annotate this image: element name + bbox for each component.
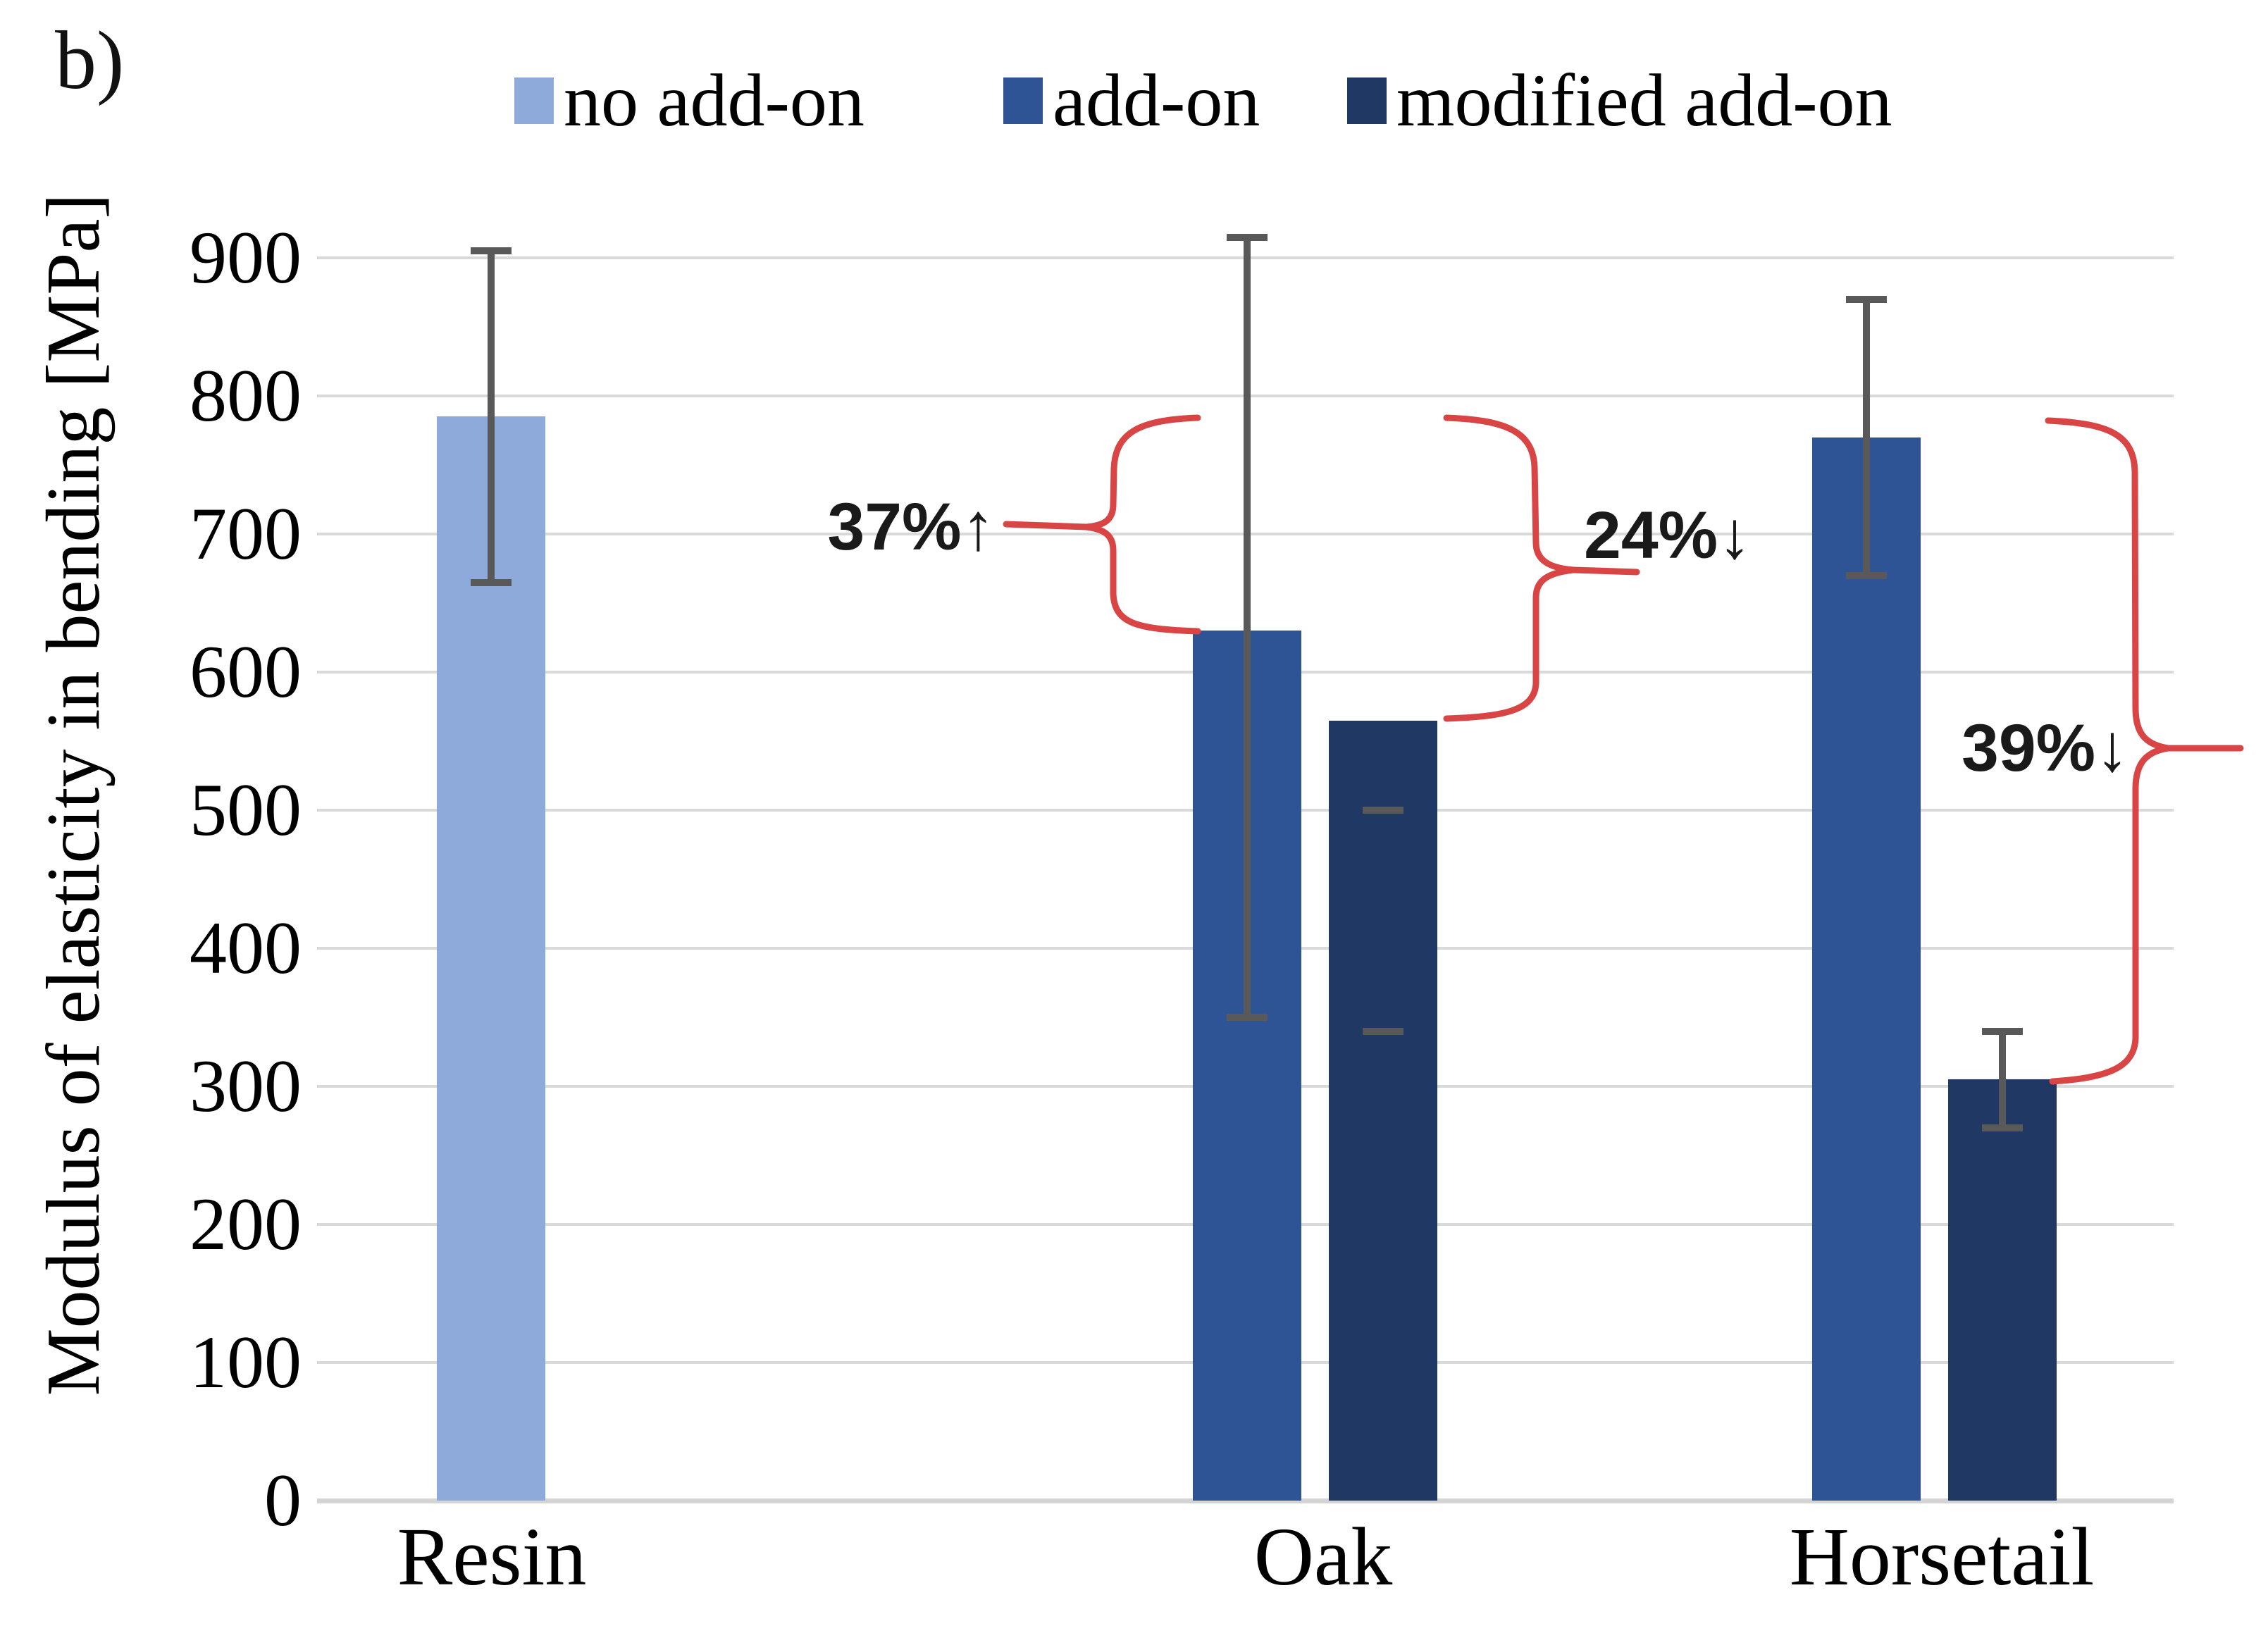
y-tick-label-400: 400: [190, 907, 302, 989]
error-cap-bottom: [1363, 807, 1403, 814]
bar-horsetail-add-on: [1812, 437, 1921, 1501]
y-tick-label-300: 300: [190, 1045, 302, 1127]
error-bar-oak-add-on: [1244, 237, 1251, 1017]
legend-swatch-modified-add-on-icon: [1347, 77, 1387, 124]
annotation-label-37-percent-up: 37%↑: [827, 490, 995, 564]
bar-horsetail-modified-add-on: [1948, 1079, 2057, 1501]
legend-swatch-add-on-icon: [1003, 77, 1043, 124]
error-cap-bottom: [1846, 571, 1887, 579]
legend-label: no add-on: [564, 59, 865, 142]
legend-label: modified add-on: [1396, 59, 1892, 142]
annotation-label-24-percent-down: 24%↓: [1584, 498, 1752, 573]
error-cap-bottom: [471, 578, 512, 586]
error-cap-top: [1227, 233, 1268, 241]
legend-label: add-on: [1053, 59, 1260, 142]
y-tick-label-100: 100: [190, 1321, 302, 1403]
x-category-label-resin: Resin: [397, 1510, 587, 1603]
y-tick-label-800: 800: [190, 354, 302, 437]
y-tick-label-200: 200: [190, 1183, 302, 1265]
figure-panel-label: b): [55, 14, 125, 106]
error-bar-horsetail-modified-add-on: [1999, 1031, 2006, 1128]
error-cap-bottom: [1227, 1014, 1268, 1021]
error-bar-resin-no-add-on: [488, 251, 495, 583]
error-cap-top: [1982, 1027, 2023, 1035]
error-cap-top: [1846, 295, 1887, 303]
error-cap-top: [1363, 1027, 1403, 1035]
x-category-label-oak: Oak: [1253, 1510, 1393, 1603]
y-tick-label-600: 600: [190, 631, 302, 713]
y-tick-label-700: 700: [190, 492, 302, 575]
bar-resin-no-add-on: [437, 416, 545, 1501]
legend-item-add-on: add-on: [1003, 59, 1260, 142]
error-cap-top: [471, 247, 512, 255]
y-tick-label-900: 900: [190, 216, 302, 299]
error-cap-bottom: [1982, 1124, 2023, 1131]
x-category-label-horsetail: Horsetail: [1789, 1510, 2095, 1603]
y-tick-label-0: 0: [264, 1459, 302, 1541]
legend-item-modified-add-on: modified add-on: [1347, 59, 1892, 142]
y-tick-label-500: 500: [190, 769, 302, 851]
error-bar-horsetail-add-on: [1863, 299, 1870, 576]
bar-oak-modified-add-on: [1329, 720, 1437, 1501]
legend-swatch-no-add-on-icon: [514, 77, 554, 124]
annotation-label-39-percent-down: 39%↓: [1962, 711, 2129, 786]
gridline-0: [317, 1498, 2174, 1503]
legend-item-no-add-on: no add-on: [514, 59, 865, 142]
